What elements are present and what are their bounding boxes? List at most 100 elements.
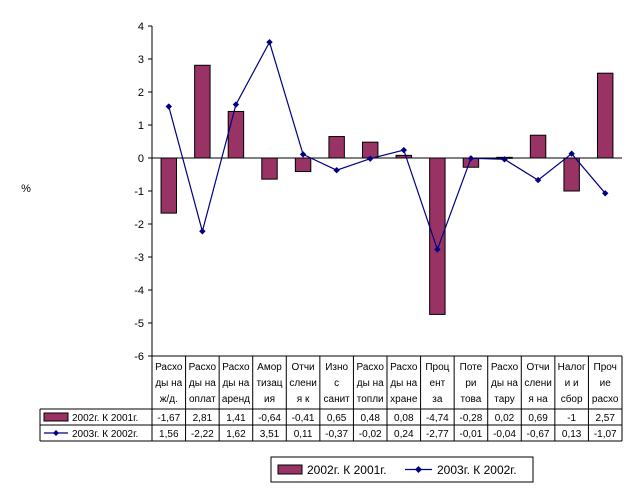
- category-label: ри: [465, 378, 476, 389]
- category-label: оплат: [189, 394, 216, 405]
- line-point: [534, 176, 542, 184]
- category-label: Проц: [425, 362, 449, 373]
- line-point: [232, 101, 240, 108]
- y-tick-label: -6: [134, 351, 144, 363]
- data-label: -1: [567, 413, 576, 424]
- category-label: ж/д.: [160, 394, 178, 405]
- line-point: [333, 167, 340, 174]
- line-point: [602, 190, 609, 197]
- data-label: 0,11: [294, 429, 313, 440]
- y-tick-label: -5: [134, 318, 144, 330]
- y-tick-label: 2: [138, 87, 144, 99]
- data-label: 1,41: [226, 413, 246, 424]
- category-label: с: [334, 378, 339, 389]
- data-label: -1,07: [594, 429, 617, 440]
- data-label: -0,04: [493, 429, 516, 440]
- y-tick-label: 0: [138, 153, 144, 165]
- data-label: -0,28: [460, 413, 483, 424]
- line-point: [400, 146, 407, 154]
- bar: [563, 157, 580, 192]
- data-label: 0,08: [394, 413, 414, 424]
- data-label: 0,24: [394, 429, 414, 440]
- bar: [261, 157, 278, 180]
- table-row-label: 2003г. К 2002г.: [72, 429, 138, 440]
- bar: [529, 134, 547, 159]
- bar: [328, 136, 345, 159]
- data-label: 1,62: [226, 429, 246, 440]
- category-label: Налог: [558, 362, 586, 373]
- category-label: я на: [528, 394, 548, 405]
- line-point: [467, 155, 475, 162]
- table-row-label: 2002г. К 2001г.: [72, 413, 138, 424]
- bar: [294, 157, 312, 173]
- data-label: 0,13: [562, 429, 582, 440]
- bar: [596, 72, 614, 159]
- data-label: -2,77: [426, 429, 449, 440]
- line-point: [299, 151, 307, 158]
- line-point: [434, 246, 441, 253]
- legend-label: 2003г. К 2002г.: [437, 463, 517, 477]
- category-label: я к: [297, 394, 310, 405]
- y-tick-label: 4: [138, 21, 144, 33]
- y-tick-label: -4: [134, 285, 144, 297]
- category-label: Отчи: [291, 362, 314, 373]
- legend-box: [270, 456, 534, 483]
- legend-label: 2002г. К 2001г.: [307, 463, 387, 477]
- category-label: Отчи: [526, 362, 549, 373]
- data-label: -0,64: [258, 413, 281, 424]
- category-label: тизац: [256, 378, 282, 389]
- category-label: ды на: [357, 378, 384, 389]
- category-label: расхо: [592, 394, 619, 405]
- category-label: за: [432, 394, 443, 405]
- category-label: сбор: [561, 393, 583, 405]
- category-label: аренд: [222, 394, 250, 405]
- category-label: Проч: [594, 362, 617, 373]
- category-label: слени: [289, 378, 317, 389]
- legend-swatch-bar: [277, 464, 303, 475]
- line-point: [199, 228, 206, 235]
- category-label: ды на: [155, 378, 182, 389]
- category-label: тару: [494, 394, 514, 405]
- category-label: ды на: [222, 378, 249, 389]
- y-tick-label: 3: [138, 54, 144, 66]
- category-label: Расхо: [357, 362, 385, 373]
- data-label: -0,37: [325, 429, 348, 440]
- data-label: -0,02: [359, 429, 382, 440]
- legend-swatch-marker: [415, 466, 422, 473]
- category-label: Изно: [325, 362, 348, 373]
- category-label: Поте: [460, 362, 483, 373]
- bar: [194, 64, 211, 159]
- y-tick-label: -3: [134, 252, 144, 264]
- category-label: и и: [565, 378, 579, 389]
- category-label: Амор: [257, 362, 282, 373]
- category-label: Расхо: [390, 362, 418, 373]
- category-label: Расхо: [491, 362, 519, 373]
- series-line: [168, 40, 606, 252]
- data-label: 0,69: [528, 413, 548, 424]
- data-label: 0,48: [360, 413, 380, 424]
- line-point: [367, 155, 374, 162]
- data-label: -0,01: [460, 429, 483, 440]
- data-label: 1,56: [159, 429, 179, 440]
- category-label: хране: [390, 394, 418, 405]
- data-label: -2,22: [191, 429, 214, 440]
- legend-swatch-marker: [53, 430, 59, 436]
- category-label: Расхо: [222, 362, 250, 373]
- line-point: [266, 38, 273, 46]
- y-axis-label: %: [21, 183, 31, 195]
- data-label: 2,57: [595, 413, 615, 424]
- bar: [227, 110, 245, 159]
- data-label: -0,67: [527, 429, 550, 440]
- category-label: ие: [600, 378, 612, 389]
- category-label: Расхо: [189, 362, 217, 373]
- category-label: ия: [264, 394, 275, 405]
- y-tick-label: 1: [138, 120, 144, 132]
- category-label: санит: [324, 394, 351, 405]
- bar: [160, 157, 178, 214]
- legend-swatch-bar: [43, 412, 69, 422]
- category-label: слени: [524, 378, 552, 389]
- category-label: ды на: [189, 378, 216, 389]
- line-point: [568, 150, 575, 157]
- data-label: 3,51: [260, 429, 280, 440]
